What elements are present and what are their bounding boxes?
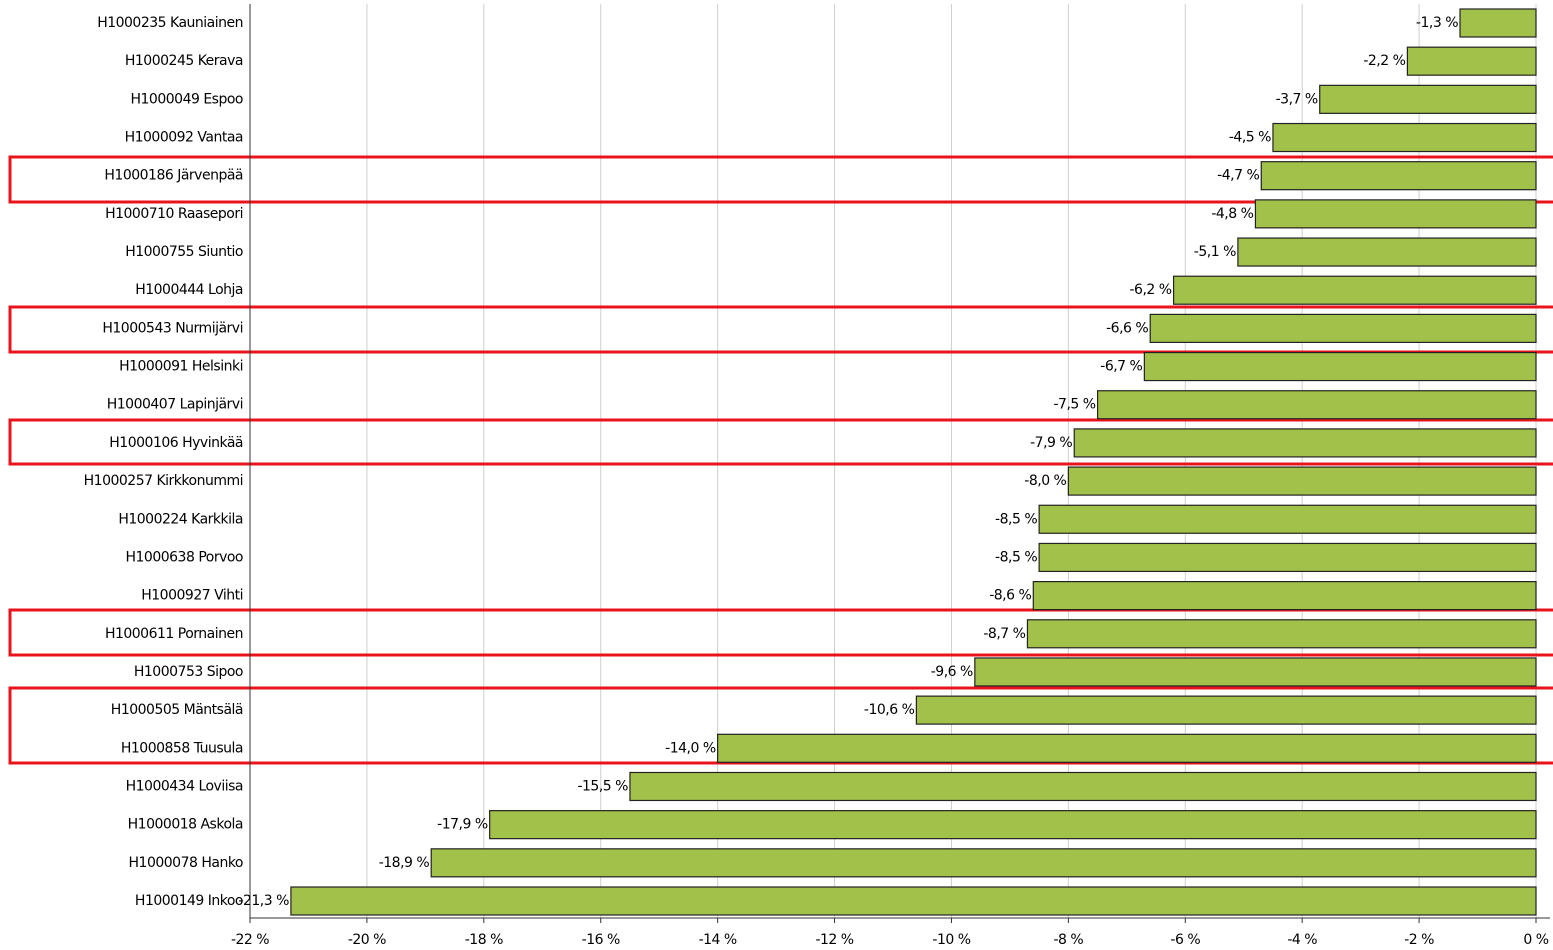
x-tick-label: -6 % bbox=[1170, 932, 1200, 948]
bar bbox=[489, 810, 1537, 840]
highlights bbox=[8, 155, 1553, 765]
y-tick-label: H1000927 Vihti bbox=[141, 588, 243, 604]
bar bbox=[1459, 8, 1537, 38]
y-tick-label: H1000638 Porvoo bbox=[125, 549, 243, 565]
y-tick-label: H1000091 Helsinki bbox=[119, 359, 243, 375]
y-tick-label: H1000755 Siuntio bbox=[125, 244, 243, 260]
value-label: -18,9 % bbox=[379, 855, 430, 871]
y-tick-label: H1000858 Tuusula bbox=[121, 740, 243, 756]
y-tick-label: H1000224 Karkkila bbox=[118, 511, 243, 527]
value-label: -2,2 % bbox=[1363, 53, 1405, 69]
x-tick-label: -12 % bbox=[815, 932, 853, 948]
bar bbox=[1254, 199, 1537, 229]
value-label: -7,5 % bbox=[1054, 397, 1096, 413]
y-tick-label: H1000543 Nurmijärvi bbox=[102, 320, 243, 336]
bar bbox=[1172, 275, 1537, 305]
value-label: -17,9 % bbox=[437, 817, 488, 833]
bar bbox=[290, 886, 1537, 916]
value-label: -4,8 % bbox=[1211, 206, 1253, 222]
value-label: -8,0 % bbox=[1024, 473, 1066, 489]
bar bbox=[629, 771, 1537, 802]
x-tick-label: -14 % bbox=[699, 932, 737, 948]
y-tick-label: H1000245 Kerava bbox=[125, 53, 243, 69]
x-tick-label: -8 % bbox=[1054, 932, 1084, 948]
value-label: -5,1 % bbox=[1194, 244, 1236, 260]
y-tick-label: H1000092 Vantaa bbox=[125, 130, 243, 146]
y-tick-label: H1000049 Espoo bbox=[131, 91, 244, 107]
value-label: -1,3 % bbox=[1416, 15, 1458, 31]
value-label: -8,5 % bbox=[995, 549, 1037, 565]
bar bbox=[1319, 84, 1537, 114]
bar bbox=[1067, 466, 1537, 496]
bar bbox=[1149, 313, 1537, 343]
value-label: -8,7 % bbox=[983, 626, 1025, 642]
y-tick-label: H1000078 Hanko bbox=[129, 855, 243, 871]
y-tick-label: H1000434 Loviisa bbox=[126, 778, 243, 794]
y-tick-label: H1000611 Pornainen bbox=[105, 626, 243, 642]
bar bbox=[1038, 542, 1537, 573]
y-tick-label: H1000186 Järvenpää bbox=[104, 168, 243, 184]
value-label: -8,6 % bbox=[989, 588, 1031, 604]
bar bbox=[1026, 619, 1537, 649]
bar bbox=[717, 733, 1537, 763]
bar bbox=[1406, 46, 1537, 76]
y-tick-label: H1000710 Raasepori bbox=[105, 206, 243, 222]
y-tick-label: H1000444 Lohja bbox=[135, 282, 243, 298]
value-label: -6,2 % bbox=[1130, 282, 1172, 298]
highlight-box bbox=[8, 608, 1553, 657]
x-tick-label: -20 % bbox=[348, 932, 386, 948]
value-label: -9,6 % bbox=[931, 664, 973, 680]
value-label: -3,7 % bbox=[1276, 91, 1318, 107]
x-tick-label: -2 % bbox=[1404, 932, 1434, 948]
value-label: -7,9 % bbox=[1030, 435, 1072, 451]
bar bbox=[974, 657, 1537, 687]
y-tick-label: H1000149 Inkoo bbox=[135, 893, 243, 909]
bar bbox=[1260, 161, 1537, 191]
x-tick-label: -10 % bbox=[932, 932, 970, 948]
bar bbox=[1032, 581, 1537, 611]
y-tick-label: H1000018 Askola bbox=[128, 817, 243, 833]
y-tick-label: H1000257 Kirkkonummi bbox=[84, 473, 243, 489]
x-tick-label: 0 % bbox=[1523, 932, 1548, 948]
y-tick-label: H1000106 Hyvinkää bbox=[109, 435, 243, 451]
value-label: -21,3 % bbox=[238, 893, 289, 909]
value-label: -4,5 % bbox=[1229, 130, 1271, 146]
bar bbox=[1143, 351, 1537, 382]
value-label: -4,7 % bbox=[1217, 168, 1259, 184]
bar bbox=[1272, 122, 1537, 153]
bar bbox=[430, 848, 1537, 878]
highlight-box bbox=[8, 418, 1553, 466]
value-label: -15,5 % bbox=[577, 778, 628, 794]
y-tick-label: H1000753 Sipoo bbox=[134, 664, 243, 680]
value-label: -8,5 % bbox=[995, 511, 1037, 527]
x-tick-label: -22 % bbox=[231, 932, 269, 948]
bar bbox=[915, 695, 1537, 725]
highlight-box bbox=[8, 305, 1553, 354]
highlight-box bbox=[8, 155, 1553, 204]
y-tick-label: H1000407 Lapinjärvi bbox=[107, 397, 243, 413]
y-tick-label: H1000505 Mäntsälä bbox=[111, 702, 243, 718]
y-tick-label: H1000235 Kauniainen bbox=[97, 15, 243, 31]
value-label: -6,7 % bbox=[1100, 359, 1142, 375]
x-tick-label: -4 % bbox=[1287, 932, 1317, 948]
bar bbox=[1038, 504, 1537, 534]
value-label: -14,0 % bbox=[665, 740, 716, 756]
x-tick-label: -16 % bbox=[582, 932, 620, 948]
value-label: -10,6 % bbox=[864, 702, 915, 718]
highlight-box bbox=[8, 686, 1553, 765]
bar bbox=[1096, 390, 1537, 420]
value-label: -6,6 % bbox=[1106, 320, 1148, 336]
x-tick-label: -18 % bbox=[465, 932, 503, 948]
bar bbox=[1073, 428, 1537, 458]
bar bbox=[1237, 237, 1537, 267]
